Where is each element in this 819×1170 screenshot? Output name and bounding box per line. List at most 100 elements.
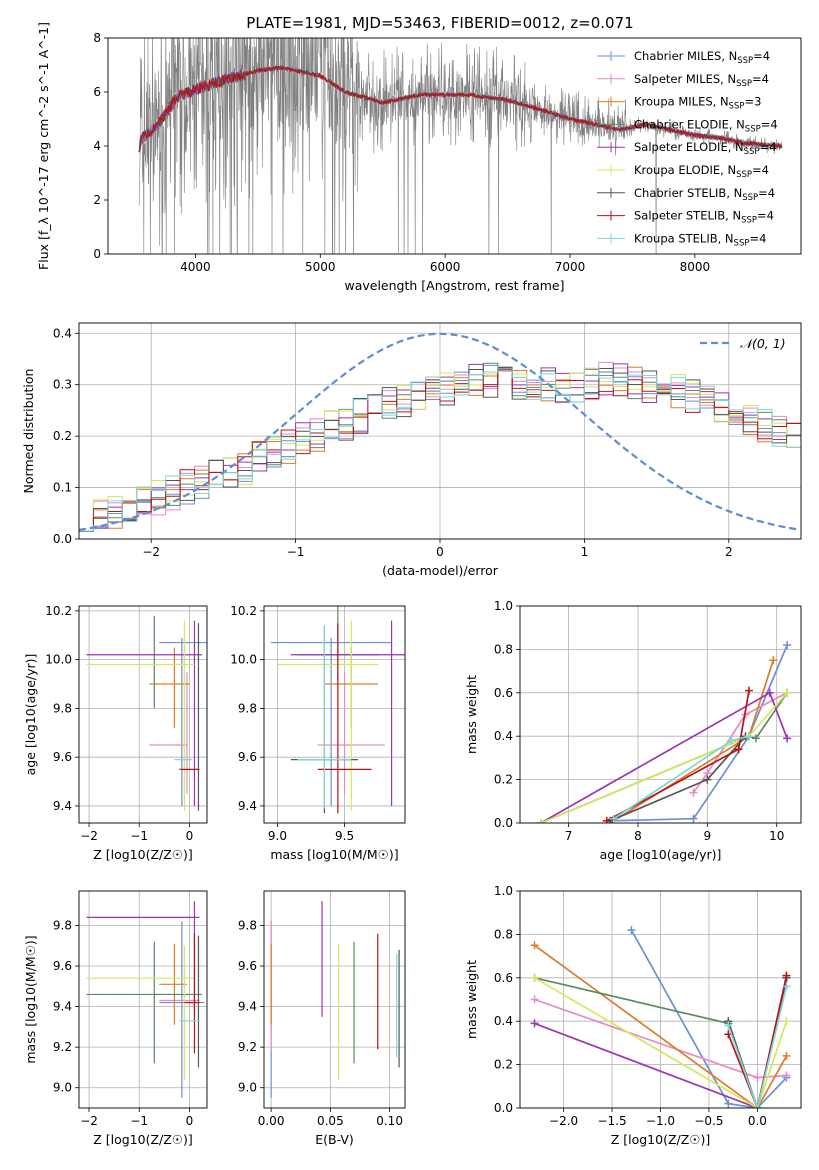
x-axis-label: wavelength [Angstrom, rest frame] [344,278,564,293]
normal-curve [79,332,799,532]
legend-sub: SSP [736,170,752,180]
y-tick-label: 0.8 [494,927,513,941]
legend-entry: Chabrier ELODIE, NSSP=4 [634,117,778,134]
legend-sub: SSP [734,238,750,248]
y-tick-label: 9.4 [53,1000,72,1014]
y-tick-label: 10.2 [45,604,72,618]
y-tick-label: 2 [93,193,101,207]
weight-series-line [609,660,775,823]
y-tick-label: 0.2 [494,773,513,787]
weight-point-marker [689,814,698,823]
y-tick-label: 9.0 [53,1081,72,1095]
x-tick-label: 0.10 [376,1114,403,1128]
y-tick-label: 0 [93,247,101,261]
y-tick-label: 0.2 [53,429,72,443]
residual-histogram [79,364,801,532]
weight-point-marker [530,1019,539,1028]
legend-suffix: =4 [761,117,778,131]
weight-point-marker [744,686,753,695]
y-tick-label: 9.4 [53,799,72,813]
x-tick-label: 1 [581,545,589,559]
mass_vs_EBV-plot [270,901,400,1098]
legend-entry: Kroupa MILES, NSSP=3 [634,95,761,112]
weight-series-line [606,690,750,822]
x-axis-label: E(B-V) [315,1132,354,1147]
weight-point-marker [727,736,736,745]
legend-label: Kroupa STELIB, N [634,231,734,245]
legend-suffix: =4 [753,49,770,63]
y-tick-label: 0.0 [53,532,72,546]
legend-label: Salpeter STELIB, N [634,209,741,223]
legend-suffix: =4 [760,140,777,154]
y-tick-label: 0.6 [494,971,513,985]
residual-histogram [79,367,801,532]
residual-histogram [79,367,801,532]
weight-point-marker [689,788,698,797]
legend-suffix: =3 [744,95,761,109]
residual-histogram [79,361,801,532]
weight-point-marker [530,941,539,950]
legend-entry: Chabrier MILES, NSSP=4 [634,49,770,66]
legend-label: Chabrier STELIB, N [634,186,742,200]
y-tick-label: 0.2 [494,1058,513,1072]
legend-label: 𝒩(0, 1) [740,336,786,351]
x-tick-label: 5000 [305,260,336,274]
y-tick-label: 0.8 [494,642,513,656]
y-tick-label: 9.2 [53,1040,72,1054]
x-axis-label: Z [log10(Z/Z☉)] [93,1132,193,1147]
x-tick-label: −1.5 [597,1114,626,1128]
weight-series-line [610,644,788,822]
x-tick-label: −2 [80,1114,98,1128]
x-tick-label: −2 [142,545,160,559]
y-tick-label: 9.8 [238,918,257,932]
x-axis-label: Z [log10(Z/Z☉)] [611,1132,711,1147]
weight-point-marker [536,819,545,823]
y-tick-label: 0.4 [494,729,513,743]
weight_vs_age-plot [536,641,792,823]
mass_vs_Z-plot [86,901,205,1098]
y-tick-label: 9.6 [53,959,72,973]
legend-sub: SSP [744,147,760,157]
y-tick-label: 0.4 [53,326,72,340]
spectrum-plot [138,38,783,254]
plot-frame [78,605,208,824]
y-tick-label: 0.0 [494,816,513,830]
plot-frame [78,890,208,1109]
weight-point-marker [782,1051,791,1060]
y-tick-label: 9.4 [238,799,257,813]
legend-sub: SSP [745,124,761,134]
legend-entry: Kroupa STELIB, NSSP=4 [634,231,766,248]
weight-point-marker [724,1021,733,1030]
y-tick-label: 9.6 [238,959,257,973]
legend-label: Chabrier ELODIE, N [634,117,745,131]
axes-mass_vs_EBV: 0.00 0.05 0.10 9.0 9.2 9.4 9.6 9.8 E(B-V) [238,890,406,1147]
y-tick-label: 10.0 [230,653,257,667]
residual-histogram [79,366,801,532]
x-tick-label: 9 [704,829,712,843]
legend-sub: SSP [741,216,757,226]
legend-sub: SSP [737,56,753,66]
y-tick-label: 1.0 [494,884,513,898]
x-tick-label: 8000 [680,260,711,274]
plot-frame [107,37,802,255]
weight-point-marker [734,745,743,754]
model-spectrum-line [138,65,783,153]
x-tick-label: 10 [769,829,784,843]
y-axis-label: mass [log10(M/M☉)] [23,935,38,1063]
x-tick-label: 4000 [180,260,211,274]
x-tick-label: −1 [287,545,305,559]
weight-point-marker [724,1099,733,1108]
y-tick-label: 6 [93,85,101,99]
x-tick-label: −0.5 [694,1114,723,1128]
weight-point-marker [783,641,792,650]
weight-point-marker [530,995,539,1004]
y-tick-label: 9.8 [238,701,257,715]
x-tick-label: 0 [436,545,444,559]
x-tick-label: 9.0 [268,829,287,843]
weight-point-marker [744,732,753,741]
plot-frame [519,605,802,824]
residuals-plot [79,332,801,532]
legend-label: Salpeter MILES, N [634,72,736,86]
weight-point-marker [782,971,791,980]
